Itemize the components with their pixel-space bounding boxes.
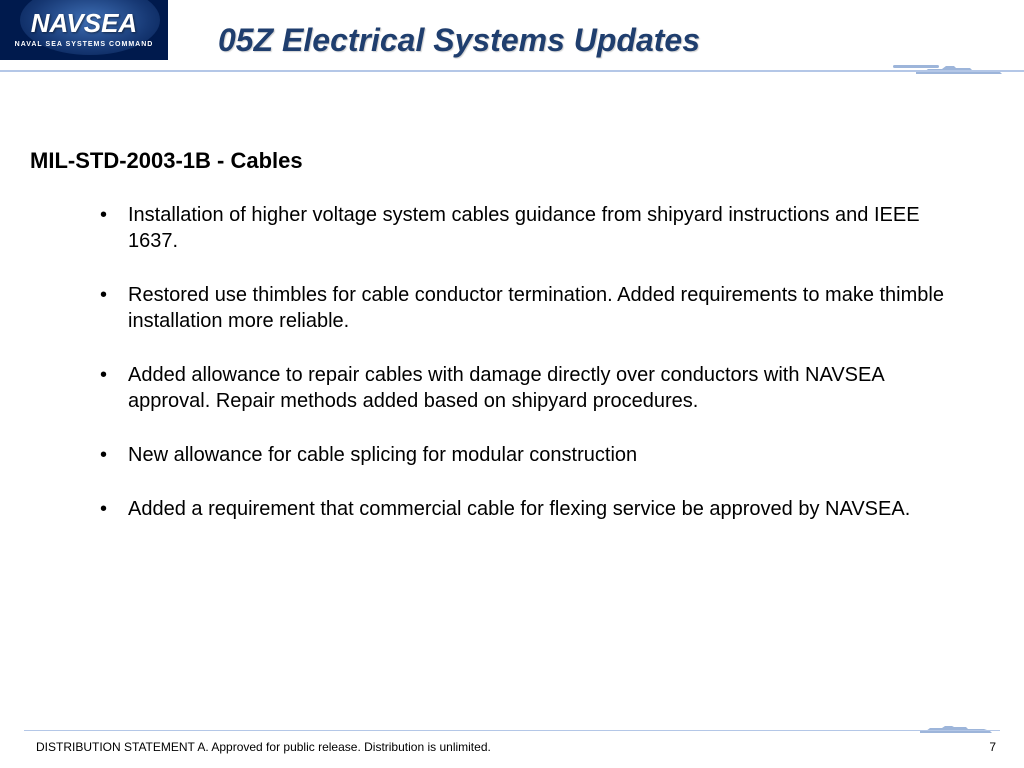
slide-title: 05Z Electrical Systems Updates bbox=[218, 22, 1024, 59]
bullet-item: Restored use thimbles for cable conducto… bbox=[100, 282, 994, 334]
slide-footer: DISTRIBUTION STATEMENT A. Approved for p… bbox=[0, 718, 1024, 768]
ship-icon bbox=[914, 62, 1004, 76]
section-heading: MIL-STD-2003-1B - Cables bbox=[30, 148, 994, 174]
navsea-logo: NAVSEA NAVAL SEA SYSTEMS COMMAND bbox=[0, 0, 168, 60]
header-divider bbox=[0, 70, 1024, 72]
distribution-statement: DISTRIBUTION STATEMENT A. Approved for p… bbox=[36, 740, 491, 754]
bullet-item: Installation of higher voltage system ca… bbox=[100, 202, 994, 254]
logo-subtitle: NAVAL SEA SYSTEMS COMMAND bbox=[15, 41, 154, 48]
page-number: 7 bbox=[989, 740, 996, 754]
bullet-item: Added a requirement that commercial cabl… bbox=[100, 496, 994, 522]
footer-divider bbox=[24, 730, 1000, 731]
bullet-item: New allowance for cable splicing for mod… bbox=[100, 442, 994, 468]
logo-main-text: NAVSEA bbox=[31, 8, 137, 39]
bullet-item: Added allowance to repair cables with da… bbox=[100, 362, 994, 414]
title-area: 05Z Electrical Systems Updates bbox=[168, 0, 1024, 59]
slide-content: MIL-STD-2003-1B - Cables Installation of… bbox=[0, 78, 1024, 570]
bullet-list: Installation of higher voltage system ca… bbox=[30, 202, 994, 522]
slide-header: NAVSEA NAVAL SEA SYSTEMS COMMAND 05Z Ele… bbox=[0, 0, 1024, 78]
ship-icon bbox=[918, 722, 994, 736]
